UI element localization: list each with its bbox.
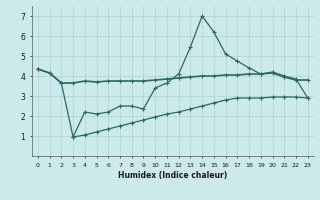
X-axis label: Humidex (Indice chaleur): Humidex (Indice chaleur) xyxy=(118,171,228,180)
